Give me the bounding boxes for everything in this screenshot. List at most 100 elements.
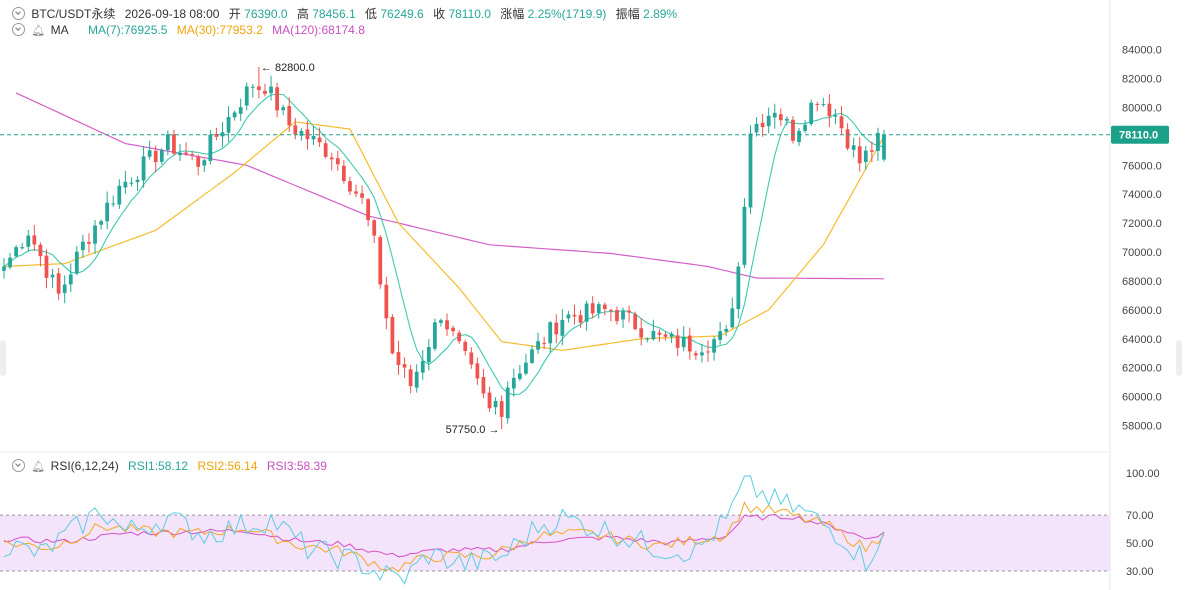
ma30-legend: MA(30):77953.2	[176, 23, 263, 37]
price-tick-label: 82000.0	[1122, 73, 1162, 85]
candle-body	[390, 316, 395, 354]
candle-body	[797, 130, 801, 143]
candle-body	[530, 349, 534, 363]
candle-body	[2, 266, 6, 271]
amplitude-value: 2.89%	[643, 7, 678, 21]
candle-body	[596, 304, 601, 313]
candle-body	[38, 244, 43, 257]
change-value: 2.25%(1719.9)	[527, 7, 607, 21]
change-label: 涨幅	[500, 7, 525, 21]
candle-body	[675, 335, 680, 348]
candle-body	[809, 102, 814, 125]
candle-body	[548, 322, 553, 344]
rsi2-legend: RSI2:56.14	[197, 459, 258, 473]
candle-body	[263, 90, 267, 94]
collapse-toggle-icon[interactable]	[12, 23, 25, 36]
left-scroll-handle[interactable]	[0, 340, 6, 376]
bell-icon[interactable]: 🔔︎	[31, 461, 46, 473]
candle-body	[44, 255, 49, 278]
candle-body	[657, 332, 662, 335]
current-price-tag	[1111, 125, 1169, 144]
rsi-label[interactable]: RSI(6,12,24)	[50, 459, 119, 473]
close-value: 78110.0	[448, 7, 491, 21]
candle-body	[511, 377, 516, 389]
candle-body	[99, 221, 103, 225]
candle-body	[718, 331, 723, 340]
price-tick-label: 58000.0	[1122, 421, 1162, 433]
candle-body	[469, 352, 474, 365]
collapse-toggle-icon[interactable]	[12, 7, 25, 20]
candle-body	[572, 314, 577, 317]
candle-body	[736, 266, 741, 310]
rsi-legend: 🔔︎ RSI(6,12,24) RSI1:58.12 RSI2:56.14 RS…	[12, 459, 333, 473]
candle-body	[341, 165, 346, 182]
candle-body	[845, 129, 850, 149]
candle-body	[778, 114, 783, 121]
candle-body	[269, 86, 273, 94]
candle-body	[220, 132, 225, 137]
price-tick-label: 66000.0	[1122, 305, 1162, 317]
candle-body	[317, 137, 322, 143]
candle-body	[542, 342, 547, 344]
rsi-tick-label: 100.00	[1126, 468, 1160, 480]
candle-body	[335, 158, 340, 165]
candle-body	[851, 145, 856, 150]
candle-body	[20, 247, 25, 249]
candle-body	[724, 328, 729, 332]
candle-body	[700, 352, 704, 356]
candle-body	[669, 333, 674, 337]
candle-body	[184, 152, 188, 154]
price-tick-label: 74000.0	[1122, 189, 1162, 201]
collapse-toggle-icon[interactable]	[12, 459, 25, 472]
high-label: 高	[296, 7, 309, 21]
rsi-tick-label: 30.00	[1126, 566, 1154, 578]
candle-body	[129, 182, 134, 184]
candle-body	[651, 330, 656, 340]
open-label: 开	[228, 7, 241, 21]
candle-body	[141, 156, 146, 181]
price-tick-label: 84000.0	[1122, 45, 1162, 57]
candle-body	[147, 150, 152, 157]
candle-body	[882, 134, 886, 160]
candle-body	[730, 308, 735, 328]
candle-body	[81, 241, 85, 251]
rsi1-line	[3, 475, 885, 585]
high-value: 78456.1	[312, 7, 356, 21]
ma-label[interactable]: MA	[50, 23, 69, 37]
ohlc-header: BTC/USDT永续 2026-09-18 08:00 开 76390.0 高 …	[12, 5, 683, 22]
symbol-label: BTC/USDT永续	[31, 7, 116, 21]
ma7-line	[3, 93, 885, 396]
candle-body	[414, 371, 419, 388]
candle-body	[706, 351, 710, 353]
low-annotation: 57750.0 →	[446, 424, 500, 436]
candle-body	[839, 116, 844, 129]
candle-body	[445, 320, 449, 330]
candle-body	[14, 247, 19, 257]
candle-body	[475, 363, 480, 379]
candle-body	[105, 202, 110, 222]
candle-body	[311, 136, 316, 140]
candle-body	[68, 274, 73, 285]
candle-body	[560, 319, 565, 336]
candle-body	[687, 335, 692, 352]
right-scroll-handle[interactable]	[1176, 340, 1182, 376]
price-tick-label: 62000.0	[1122, 363, 1162, 375]
price-tick-label: 68000.0	[1122, 276, 1162, 288]
candle-body	[754, 123, 759, 133]
bell-icon[interactable]: 🔔︎	[31, 25, 46, 37]
open-value: 76390.0	[244, 7, 288, 21]
candle-body	[815, 103, 820, 105]
low-label: 低	[364, 7, 377, 21]
amplitude-label: 振幅	[615, 7, 640, 21]
candle-body	[627, 310, 631, 313]
candle-body	[293, 125, 298, 135]
ma7-legend: MA(7):76925.5	[88, 23, 168, 37]
candle-body	[578, 315, 583, 323]
candle-body	[208, 134, 213, 161]
candle-body	[178, 152, 182, 156]
candle-body	[645, 338, 650, 340]
candle-body	[681, 336, 686, 348]
rsi-tick-label: 50.00	[1126, 538, 1154, 550]
candle-body	[323, 143, 328, 157]
candle-body	[354, 191, 358, 194]
